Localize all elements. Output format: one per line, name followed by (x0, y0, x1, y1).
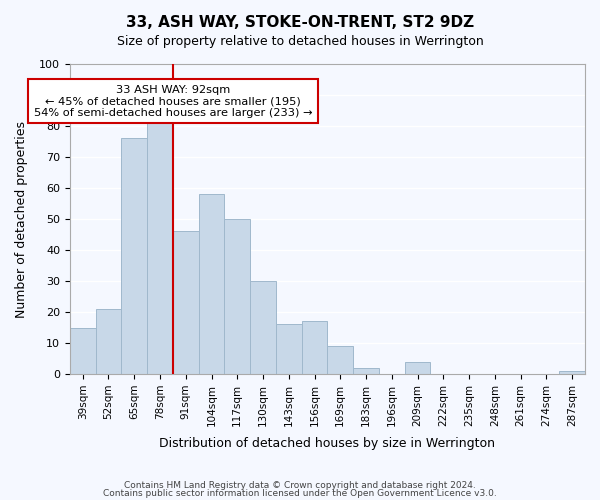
Text: 33, ASH WAY, STOKE-ON-TRENT, ST2 9DZ: 33, ASH WAY, STOKE-ON-TRENT, ST2 9DZ (126, 15, 474, 30)
Text: Contains public sector information licensed under the Open Government Licence v3: Contains public sector information licen… (103, 488, 497, 498)
Bar (328, 346, 353, 374)
Bar (276, 324, 302, 374)
Bar (250, 281, 276, 374)
Bar (70, 328, 95, 374)
Bar (404, 362, 430, 374)
Bar (147, 123, 173, 374)
Text: Contains HM Land Registry data © Crown copyright and database right 2024.: Contains HM Land Registry data © Crown c… (124, 481, 476, 490)
Bar (173, 232, 199, 374)
Bar (121, 138, 147, 374)
Bar (199, 194, 224, 374)
Bar (224, 219, 250, 374)
X-axis label: Distribution of detached houses by size in Werrington: Distribution of detached houses by size … (160, 437, 496, 450)
Bar (559, 371, 585, 374)
Bar (353, 368, 379, 374)
Bar (95, 309, 121, 374)
Text: Size of property relative to detached houses in Werrington: Size of property relative to detached ho… (116, 35, 484, 48)
Y-axis label: Number of detached properties: Number of detached properties (15, 120, 28, 318)
Text: 33 ASH WAY: 92sqm
← 45% of detached houses are smaller (195)
54% of semi-detache: 33 ASH WAY: 92sqm ← 45% of detached hous… (34, 84, 312, 118)
Bar (302, 322, 328, 374)
